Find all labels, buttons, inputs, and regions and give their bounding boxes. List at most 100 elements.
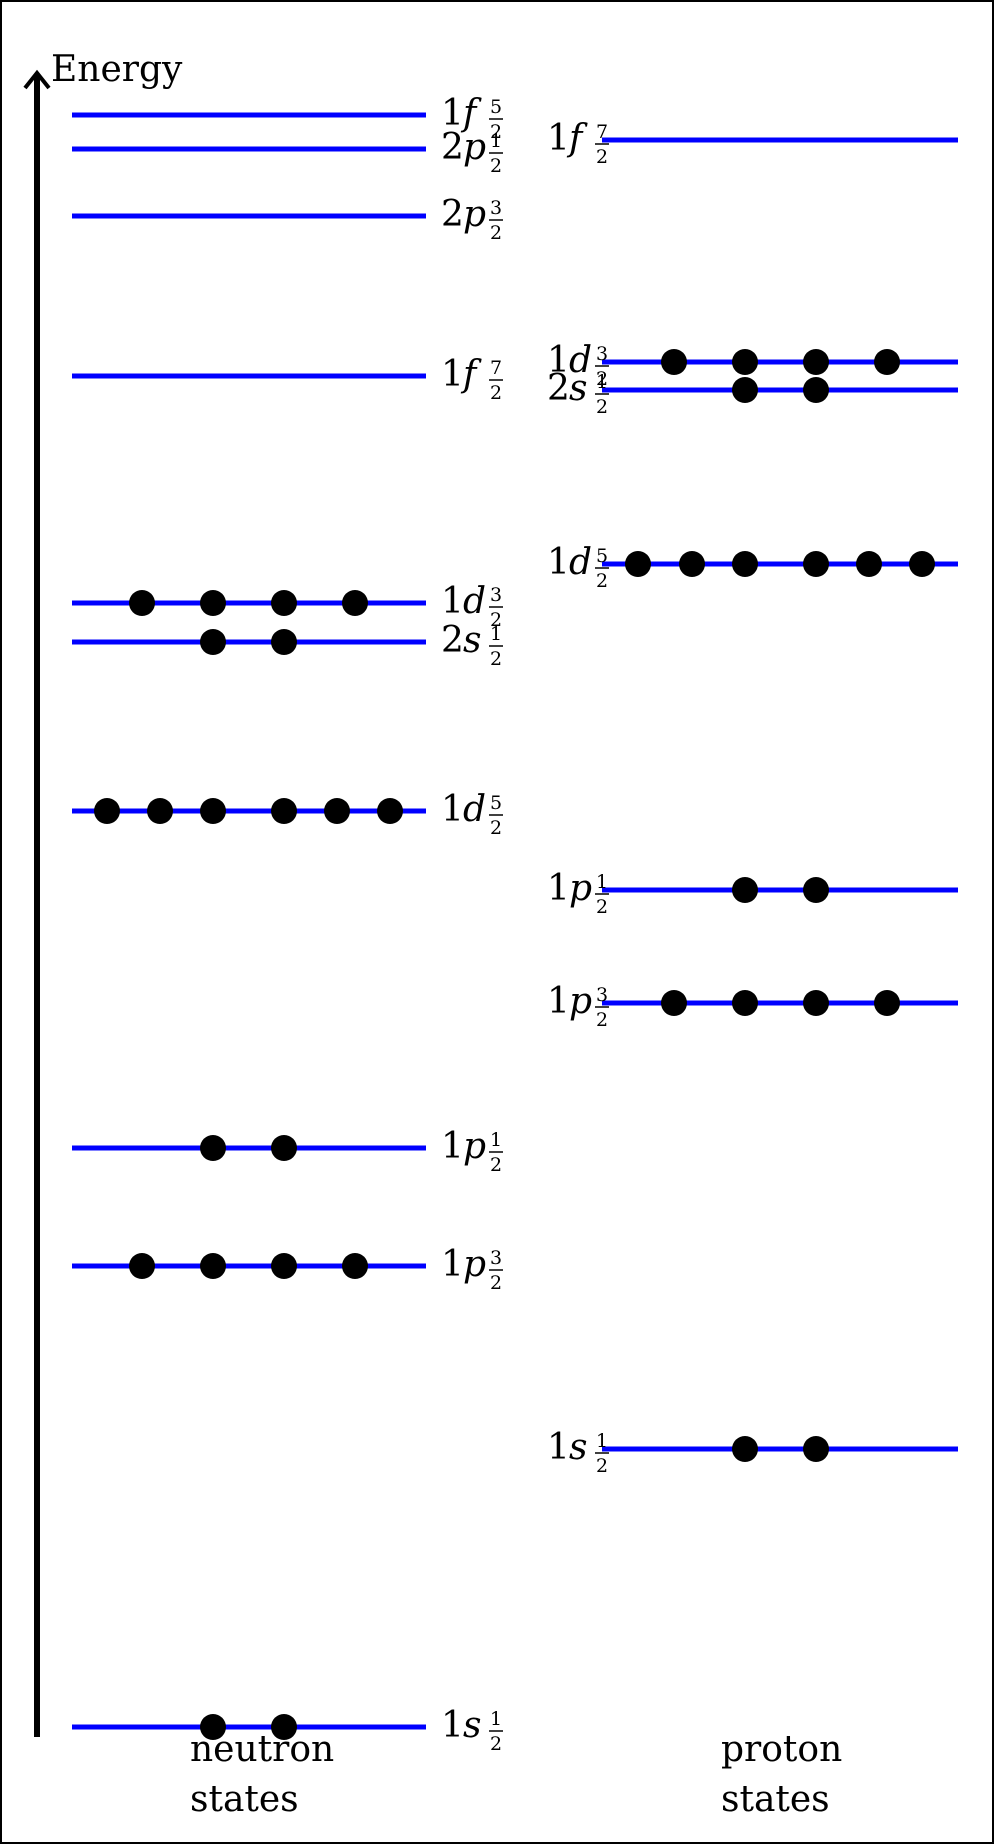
proton-level: 1 d 5 2 [547, 542, 958, 592]
proton-column-label: proton states [721, 1729, 842, 1820]
proton-nucleon-dot [803, 1436, 829, 1462]
proton-level-label: 2 s 12 [547, 368, 609, 418]
orbital-l: d [463, 581, 486, 622]
neutron-level-label: 2 s 1 2 [441, 620, 503, 670]
neutron-level-label: 2 p 3 2 [441, 194, 503, 244]
orbital-n: 1 [547, 981, 570, 1022]
orbital-n: 1 [441, 354, 464, 395]
orbital-j-denominator: 2 [596, 1455, 608, 1477]
neutron-nucleon-dot [200, 1135, 226, 1161]
orbital-j-denominator: 2 [490, 222, 502, 244]
proton-nucleon-dot [803, 551, 829, 577]
proton-nucleon-dot [803, 377, 829, 403]
orbital-j-denominator: 2 [490, 1272, 502, 1294]
proton-nucleon-dot [803, 349, 829, 375]
orbital-j-numerator: 3 [596, 984, 608, 1006]
orbital-j-denominator: 2 [490, 121, 502, 143]
neutron-nucleon-dot [200, 1714, 226, 1740]
neutron-nucleon-dot [200, 590, 226, 616]
orbital-j-numerator: 3 [490, 1247, 502, 1269]
orbital-j-numerator: 1 [490, 1129, 502, 1151]
neutron-level-label: 1 f 72 [441, 354, 503, 404]
proton-nucleon-dot [874, 990, 900, 1016]
neutron-level-label: 1 p 1 2 [441, 1126, 503, 1176]
orbital-n: 1 [441, 1244, 464, 1285]
neutron-level: 1 p 3 2 [72, 1244, 503, 1294]
orbital-j-denominator: 2 [596, 896, 608, 918]
neutron-nucleon-dot [377, 798, 403, 824]
proton-nucleon-dot [732, 551, 758, 577]
orbital-j-numerator: 3 [490, 197, 502, 219]
neutron-nucleon-dot [129, 590, 155, 616]
neutron-nucleon-dot [94, 798, 120, 824]
proton-nucleon-dot [909, 551, 935, 577]
orbital-j-numerator: 1 [490, 623, 502, 645]
neutron-level-label: 1 d 3 2 [441, 581, 503, 631]
proton-nucleon-dot [803, 877, 829, 903]
proton-nucleon-dot [732, 349, 758, 375]
proton-label-line2: states [721, 1779, 830, 1820]
orbital-j-denominator: 2 [596, 368, 608, 390]
proton-level-label: 1 d 5 2 [547, 542, 609, 592]
neutron-level: 1 s 1 2 [72, 1705, 503, 1755]
orbital-j-denominator: 2 [490, 1733, 502, 1755]
proton-nucleon-dot [661, 349, 687, 375]
orbital-n: 1 [441, 789, 464, 830]
orbital-l: s [463, 1705, 481, 1746]
orbital-j-numerator: 1 [596, 871, 608, 893]
proton-level: 1 p 1 2 [547, 868, 958, 918]
neutron-nucleon-dot [271, 1253, 297, 1279]
proton-level-label: 1 d 3 2 [547, 340, 609, 390]
neutron-column-label: neutron states [190, 1729, 334, 1820]
orbital-n: 1 [441, 1126, 464, 1167]
orbital-n: 1 [547, 542, 570, 583]
proton-level: 1 p 3 2 [547, 981, 958, 1031]
neutron-nucleon-dot [129, 1253, 155, 1279]
energy-axis-arrowhead [23, 69, 51, 90]
neutron-level: 1 p 1 2 [72, 1126, 503, 1176]
proton-label-line1: proton [721, 1729, 842, 1770]
orbital-j-denominator: 2 [596, 146, 608, 168]
proton-level-label: 1 p 1 2 [547, 868, 609, 918]
orbital-n: 2 [547, 368, 570, 409]
orbital-l: d [569, 542, 592, 583]
orbital-l: s [569, 368, 587, 409]
proton-nucleon-dot [874, 349, 900, 375]
orbital-l: p [569, 981, 592, 1022]
proton-nucleon-dot [856, 551, 882, 577]
proton-nucleon-dot [732, 877, 758, 903]
orbital-j-denominator: 2 [490, 155, 502, 177]
proton-level: 1 d 3 2 [547, 340, 958, 390]
orbital-l: p [463, 1126, 486, 1167]
orbital-l: p [463, 194, 486, 235]
neutron-level: 1 f 72 [72, 354, 503, 404]
proton-nucleon-dot [625, 551, 651, 577]
orbital-j-numerator: 5 [490, 792, 502, 814]
neutron-levels: 1 f 522 p 122 p 321 f 721 d 322 s 121 d 521 p 121 p 321 s 12 [72, 93, 503, 1755]
orbital-n: 1 [441, 93, 464, 134]
orbital-n: 1 [547, 118, 570, 159]
orbital-j-denominator: 2 [596, 1009, 608, 1031]
energy-axis: Energy [23, 49, 183, 1737]
neutron-nucleon-dot [200, 1253, 226, 1279]
neutron-nucleon-dot [200, 798, 226, 824]
energy-axis-label: Energy [51, 49, 183, 90]
orbital-j-numerator: 7 [490, 357, 502, 379]
proton-nucleon-dot [679, 551, 705, 577]
neutron-level: 2 p 1 2 [72, 127, 503, 177]
neutron-nucleon-dot [342, 1253, 368, 1279]
orbital-l: p [463, 1244, 486, 1285]
orbital-j-denominator: 2 [490, 1154, 502, 1176]
neutron-level-label: 1 s 1 2 [441, 1705, 503, 1755]
orbital-l: d [463, 789, 486, 830]
orbital-j-numerator: 1 [490, 130, 502, 152]
proton-nucleon-dot [732, 1436, 758, 1462]
orbital-n: 1 [547, 868, 570, 909]
orbital-j-denominator: 2 [596, 396, 608, 418]
proton-level-label: 1 s 1 2 [547, 1427, 609, 1477]
orbital-l: p [569, 868, 592, 909]
orbital-l: p [463, 127, 486, 168]
neutron-nucleon-dot [271, 590, 297, 616]
